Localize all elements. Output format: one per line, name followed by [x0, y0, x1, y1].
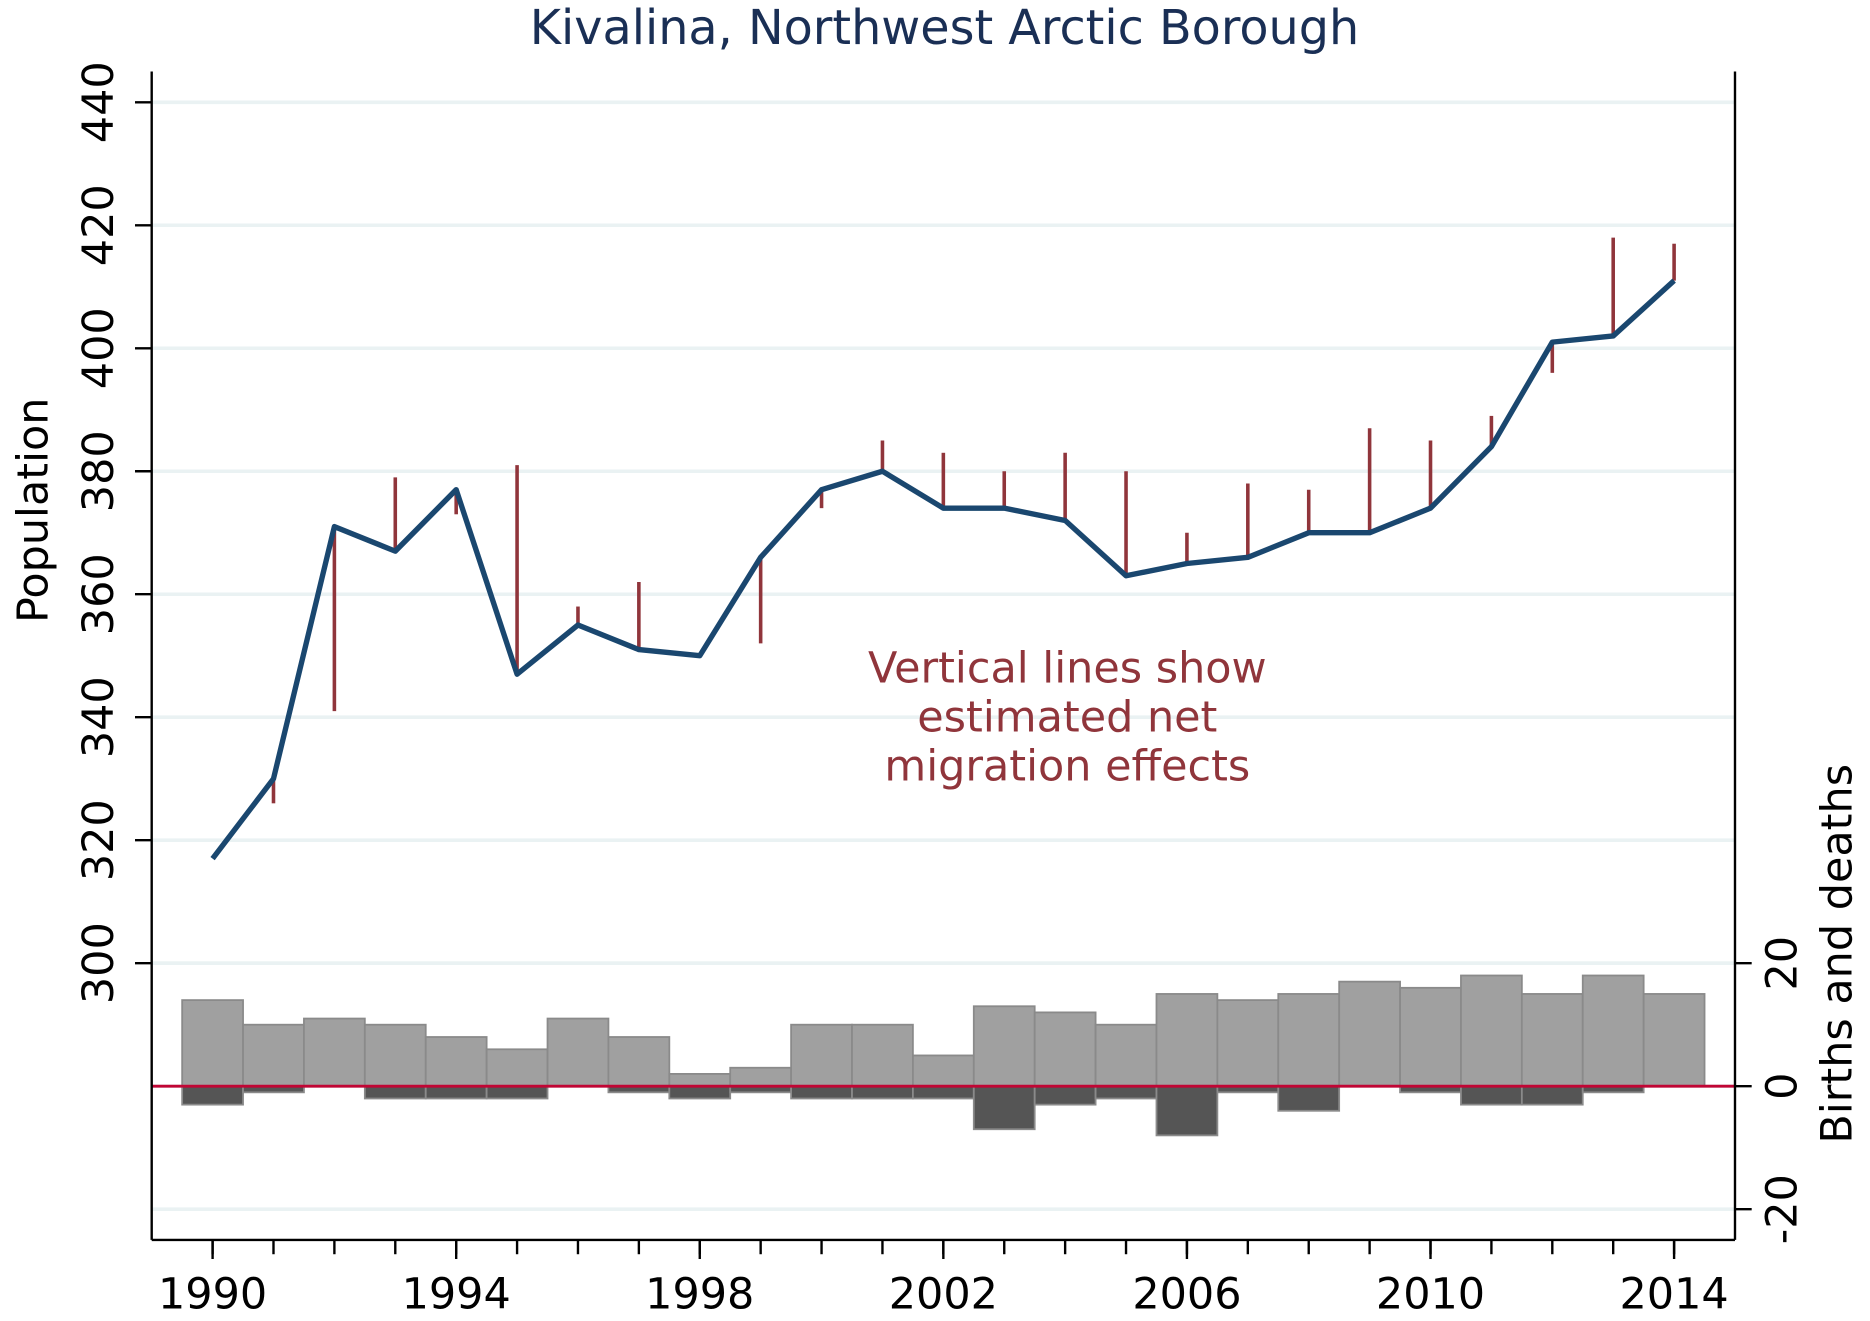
births-bar	[972, 1005, 1036, 1088]
deaths-bar	[1460, 1085, 1523, 1106]
y-tick-label: 340	[74, 676, 124, 758]
y-tick-label: 300	[74, 922, 124, 1004]
y-tick-label: 400	[74, 307, 124, 389]
deaths-bar	[181, 1085, 244, 1106]
y-axis-label: Population	[9, 398, 59, 623]
births-bar	[546, 1017, 610, 1088]
deaths-bar	[1277, 1085, 1341, 1112]
y-tick-label: 320	[74, 799, 124, 881]
deaths-bar	[1033, 1085, 1097, 1106]
y2-tick-label: 20	[1758, 936, 1808, 991]
births-bar	[1520, 993, 1584, 1088]
births-bar	[1399, 986, 1462, 1088]
deaths-bar	[972, 1085, 1036, 1131]
births-bar	[1155, 993, 1219, 1088]
births-bar	[912, 1054, 975, 1088]
births-bar	[181, 999, 244, 1088]
births-bar	[424, 1036, 488, 1088]
x-tick-label: 1998	[645, 1270, 754, 1320]
deaths-bar	[668, 1085, 732, 1100]
annotation: estimated net	[917, 693, 1217, 743]
x-tick-label: 2002	[889, 1270, 998, 1320]
y-tick-label: 440	[74, 61, 124, 143]
x-tick-label: 1990	[158, 1270, 267, 1320]
deaths-bar	[363, 1085, 427, 1100]
births-bar	[242, 1023, 305, 1088]
y2-axis-label: Births and deaths	[1812, 764, 1862, 1144]
deaths-bar	[424, 1085, 488, 1100]
births-bar	[851, 1023, 914, 1088]
population-line	[210, 278, 1676, 861]
births-bar	[1338, 980, 1401, 1088]
births-bar	[1277, 993, 1341, 1088]
deaths-bar	[790, 1085, 853, 1100]
y-tick-label: 380	[74, 430, 124, 512]
x-tick-label: 2010	[1376, 1270, 1485, 1320]
y2-tick-label: -20	[1758, 1174, 1808, 1244]
births-bar	[1581, 974, 1645, 1088]
x-tick-label: 2014	[1619, 1270, 1728, 1320]
births-bar	[1460, 974, 1523, 1088]
chart-title: Kivalina, Northwest Arctic Borough	[530, 1, 1359, 56]
births-bar	[1642, 993, 1706, 1088]
deaths-bar	[485, 1085, 549, 1100]
births-bar	[790, 1023, 853, 1088]
births-bar	[1033, 1011, 1097, 1088]
y2-tick-label: 0	[1758, 1073, 1808, 1100]
births-bar	[363, 1023, 427, 1088]
annotation: Vertical lines show	[868, 644, 1267, 694]
births-bar	[607, 1036, 671, 1088]
deaths-bar	[1155, 1085, 1219, 1137]
y-tick-label: 360	[74, 553, 124, 635]
deaths-bar	[851, 1085, 914, 1100]
births-bar	[668, 1072, 732, 1088]
x-tick-label: 2006	[1132, 1270, 1241, 1320]
births-bar	[729, 1066, 793, 1088]
y-tick-label: 420	[74, 184, 124, 266]
births-bar	[485, 1048, 549, 1088]
annotation: migration effects	[884, 741, 1250, 791]
deaths-bar	[912, 1085, 975, 1100]
deaths-bar	[1520, 1085, 1584, 1106]
x-tick-label: 1994	[402, 1270, 511, 1320]
births-bar	[1094, 1023, 1158, 1088]
births-bar	[1216, 999, 1280, 1088]
births-bar	[303, 1017, 366, 1088]
deaths-bar	[1094, 1085, 1158, 1100]
